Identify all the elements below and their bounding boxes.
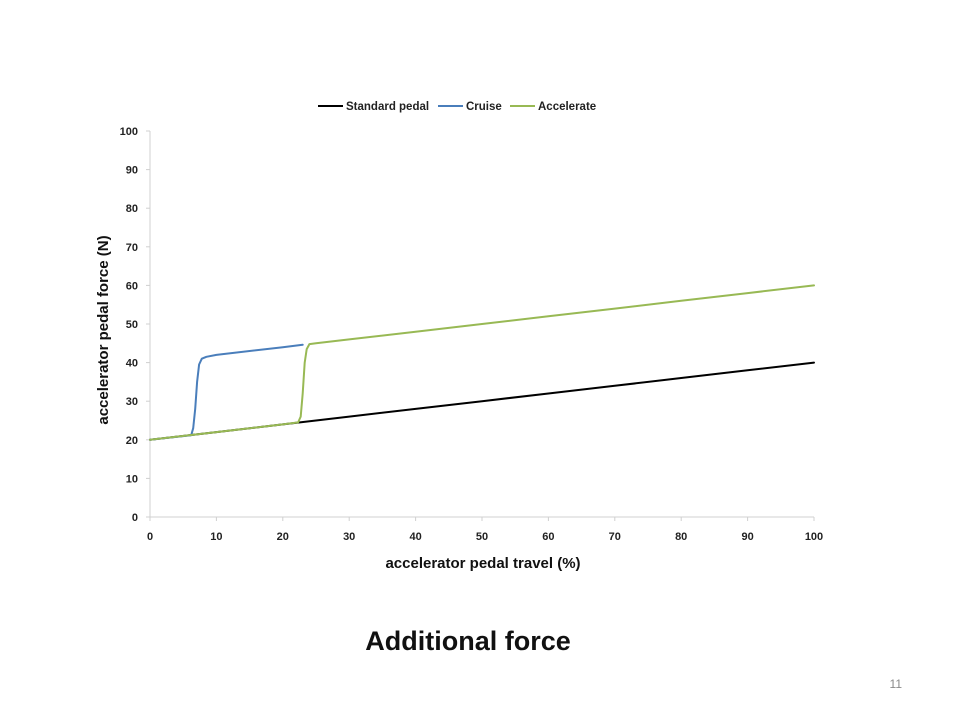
legend: Standard pedal Cruise Accelerate <box>318 101 596 113</box>
y-tick-label: 70 <box>126 242 138 254</box>
x-tick-label: 0 <box>147 531 153 543</box>
x-tick-label: 50 <box>476 531 488 543</box>
page-number: 11 <box>889 677 902 691</box>
y-tick-label: 40 <box>126 358 138 370</box>
x-tick-label: 60 <box>542 531 554 543</box>
y-tick-label: 50 <box>126 319 138 331</box>
y-tick-label: 20 <box>126 435 138 447</box>
y-axis-title: accelerator pedal force (N) <box>95 235 112 424</box>
y-tick-label: 30 <box>126 396 138 408</box>
series-line-cruise <box>149 343 304 441</box>
legend-label-cruise: Cruise <box>466 101 502 113</box>
series-line-accelerate <box>149 284 815 441</box>
y-tick-label: 0 <box>132 512 138 524</box>
legend-label-standard-pedal: Standard pedal <box>346 101 429 113</box>
y-tick-label: 10 <box>126 473 138 485</box>
x-tick-label: 90 <box>741 531 753 543</box>
line-chart: Standard pedal Cruise Accelerate 0 10 20 30… <box>95 101 823 572</box>
series-lines <box>149 284 815 441</box>
x-tick-label: 70 <box>609 531 621 543</box>
x-tick-label: 20 <box>277 531 289 543</box>
y-tick-label: 80 <box>126 203 138 215</box>
x-tick-label: 100 <box>805 531 823 543</box>
x-axis-ticks: 0 10 20 30 40 50 60 70 80 90 100 <box>147 517 823 543</box>
y-axis-ticks: 0 10 20 30 40 50 60 70 80 90 100 <box>120 126 150 524</box>
y-tick-label: 60 <box>126 280 138 292</box>
y-tick-label: 90 <box>126 165 138 177</box>
x-axis-title: accelerator pedal travel (%) <box>385 555 580 572</box>
x-tick-label: 80 <box>675 531 687 543</box>
x-tick-label: 30 <box>343 531 355 543</box>
legend-label-accelerate: Accelerate <box>538 101 596 113</box>
x-tick-label: 40 <box>409 531 421 543</box>
y-tick-label: 100 <box>120 126 138 138</box>
x-tick-label: 10 <box>210 531 222 543</box>
slide-caption: Additional force <box>365 626 571 656</box>
